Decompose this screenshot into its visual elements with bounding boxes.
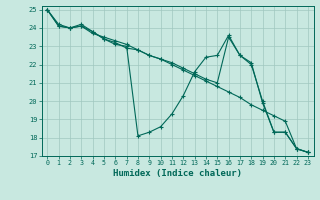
X-axis label: Humidex (Indice chaleur): Humidex (Indice chaleur) bbox=[113, 169, 242, 178]
